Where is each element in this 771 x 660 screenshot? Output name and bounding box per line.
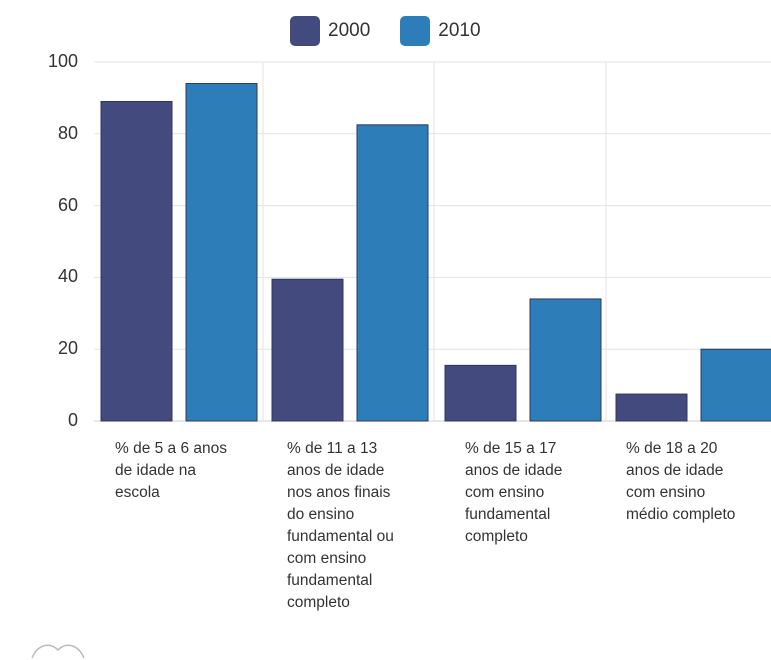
y-tick-label-40: 40 bbox=[57, 266, 78, 287]
y-tick-label-20: 20 bbox=[57, 338, 78, 359]
legend-item-2010[interactable]: 2010 bbox=[400, 16, 481, 46]
y-tick-label-80: 80 bbox=[57, 122, 78, 143]
legend: 2000 2010 bbox=[290, 16, 481, 46]
x-tick-label-1: % de 5 a 6 anos de idade na escola bbox=[115, 440, 228, 501]
bar-2000-4[interactable] bbox=[615, 393, 688, 422]
y-tick-label-100: 100 bbox=[47, 51, 78, 71]
bar-2000-3[interactable] bbox=[444, 364, 517, 422]
bar-2000-2[interactable] bbox=[271, 278, 344, 422]
legend-label-2010: 2010 bbox=[438, 20, 481, 41]
x-tick-label-2: % de 11 a 13 anos de idade nos anos fina… bbox=[287, 440, 394, 611]
y-tick-label-60: 60 bbox=[57, 194, 78, 215]
bar-2010-1[interactable] bbox=[185, 83, 258, 422]
legend-item-2000[interactable]: 2000 bbox=[290, 16, 370, 46]
bar-2000-1[interactable] bbox=[100, 100, 173, 422]
x-tick-label-3: % de 15 a 17 anos de idade com ensino fu… bbox=[465, 440, 563, 545]
bar-2010-2[interactable] bbox=[356, 124, 429, 422]
legend-swatch-2010 bbox=[400, 16, 431, 46]
legend-swatch-2000 bbox=[290, 16, 320, 46]
y-tick-label-0: 0 bbox=[67, 410, 78, 430]
logo-fragment-icon bbox=[31, 644, 85, 659]
bar-2010-3[interactable] bbox=[529, 298, 602, 422]
x-tick-label-4: % de 18 a 20 anos de idade com ensino mé… bbox=[626, 440, 736, 523]
bar-2010-4[interactable] bbox=[700, 348, 771, 422]
legend-label-2000: 2000 bbox=[328, 20, 371, 41]
